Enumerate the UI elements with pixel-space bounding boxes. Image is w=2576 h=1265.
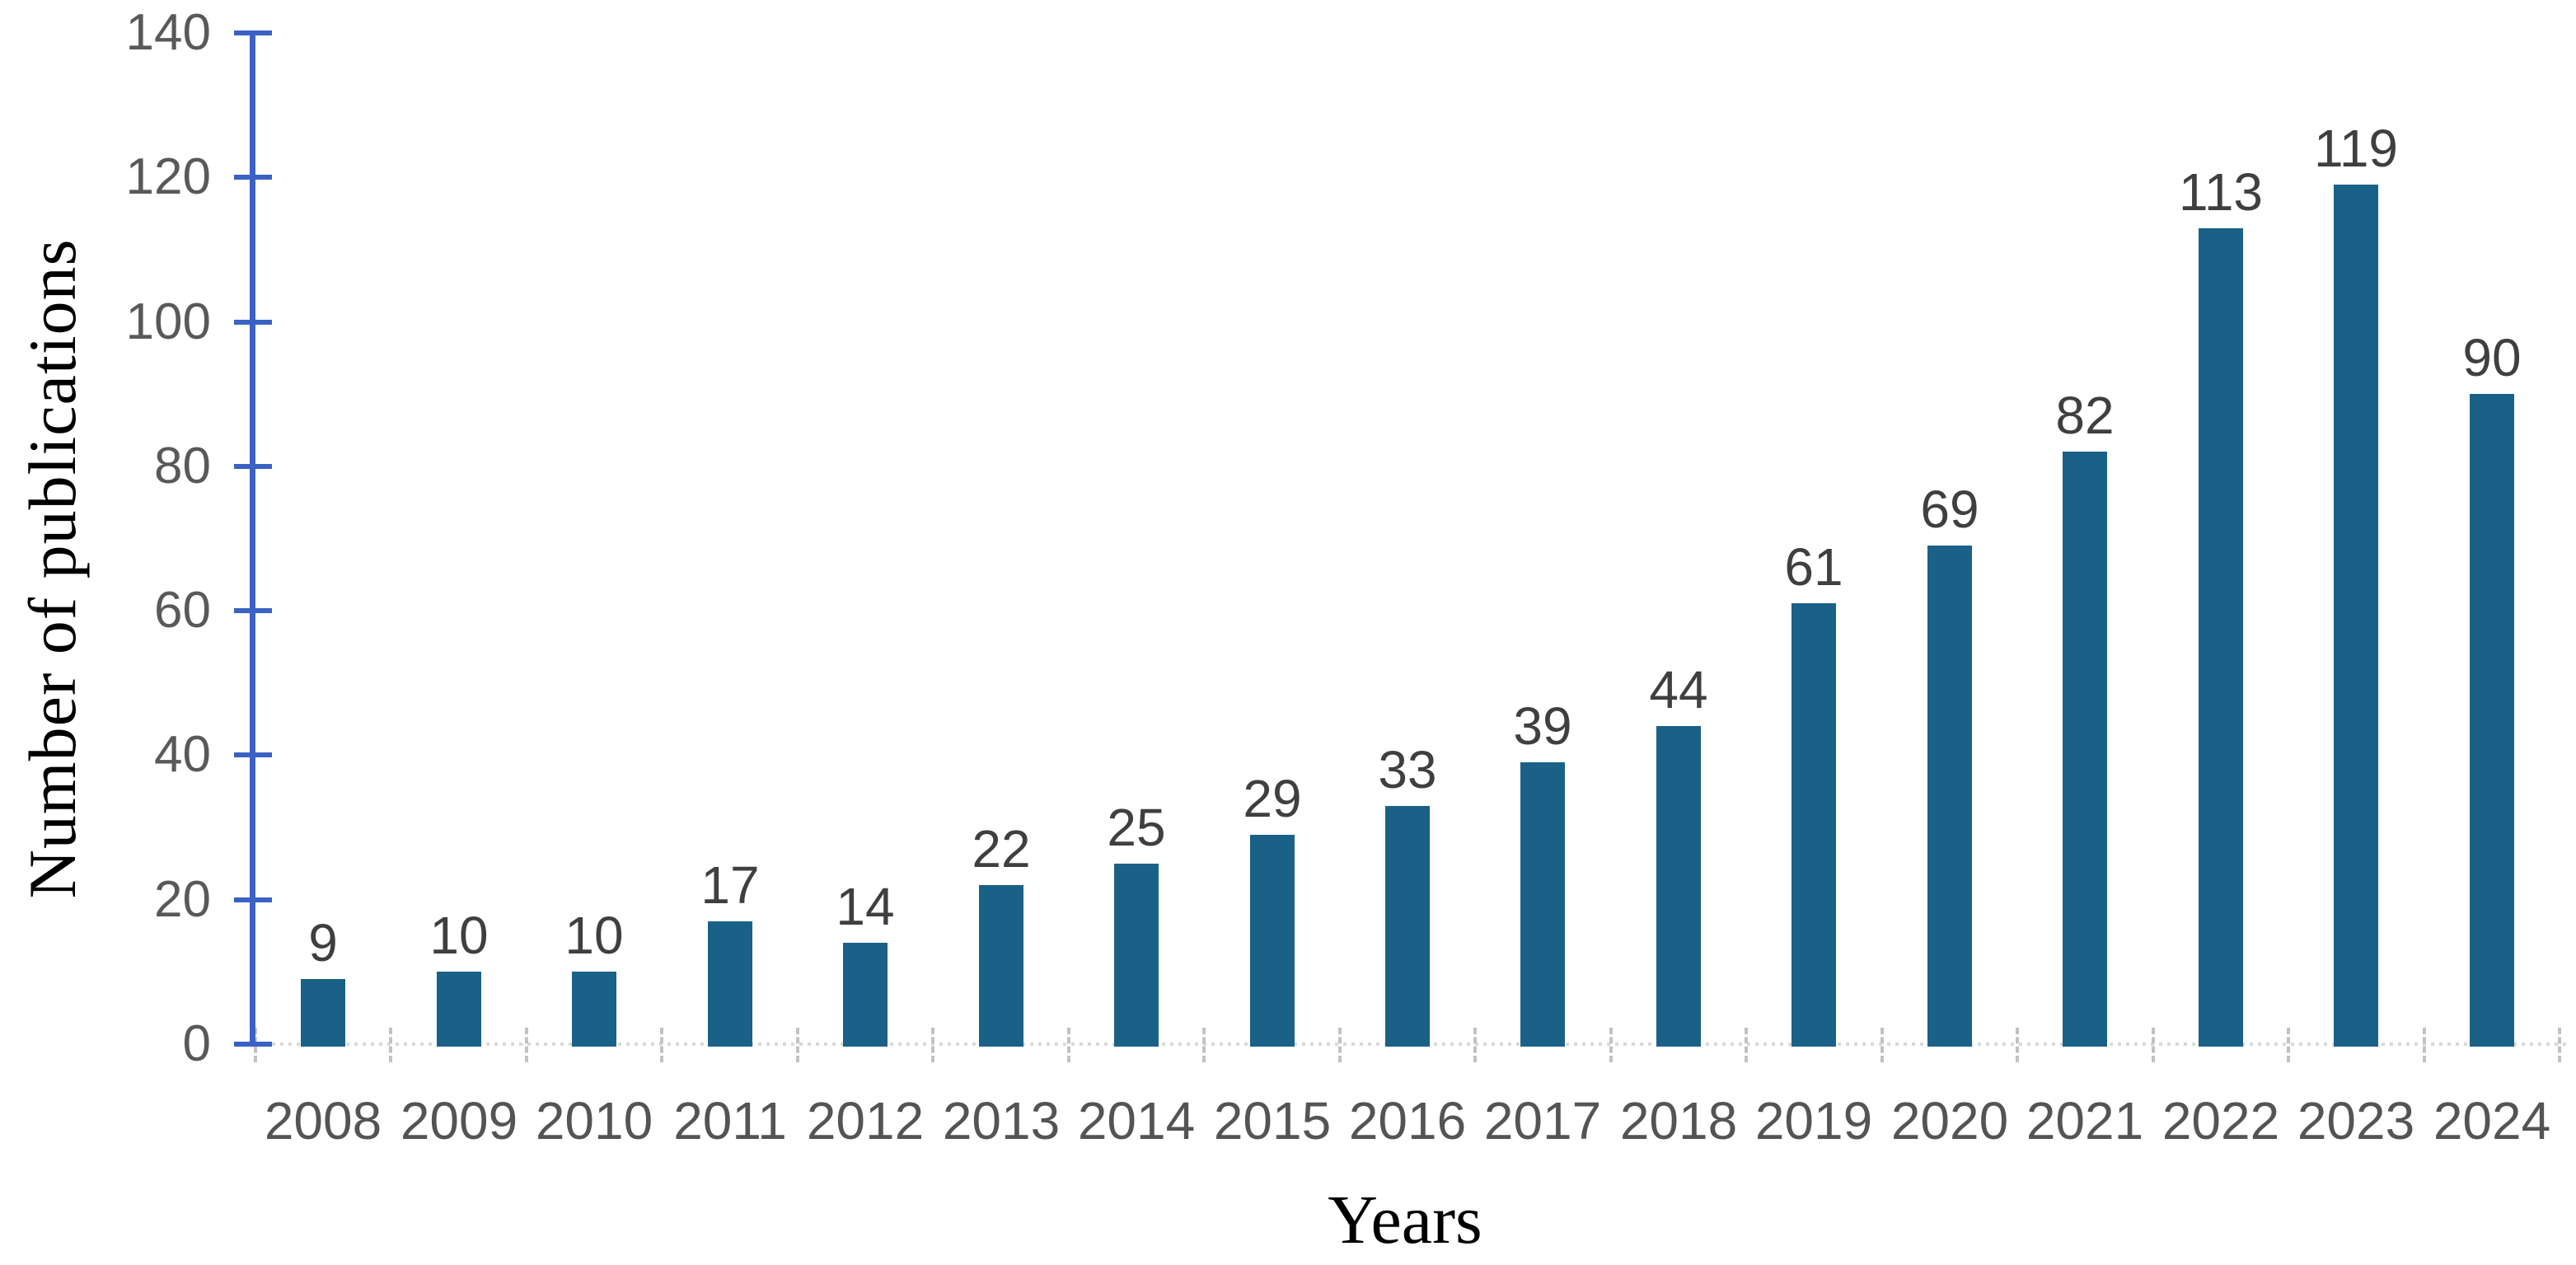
y-axis-tick	[234, 175, 272, 180]
bar-value-label: 29	[1243, 769, 1302, 828]
y-axis-tick	[234, 608, 272, 613]
x-axis-category-label: 2010	[535, 1091, 653, 1150]
y-axis-tick-label: 60	[154, 582, 211, 639]
bar-value-label: 17	[700, 855, 760, 915]
y-axis-tick	[234, 30, 272, 35]
bar-2024	[2470, 394, 2514, 1047]
bar-value-label: 82	[2055, 386, 2115, 445]
x-axis-tick	[1202, 1028, 1206, 1062]
bar-value-label: 25	[1107, 798, 1166, 857]
x-axis-tick	[2287, 1028, 2290, 1062]
bar-2017	[1520, 762, 1565, 1047]
bar-2013	[979, 885, 1023, 1047]
bar-value-label: 44	[1649, 660, 1708, 719]
bar-2010	[572, 972, 616, 1047]
x-axis-tick	[2558, 1028, 2561, 1062]
bar-2020	[1927, 546, 1972, 1047]
x-axis-category-label: 2023	[2297, 1091, 2415, 1150]
x-axis-category-label: 2011	[673, 1091, 787, 1150]
bar-2018	[1656, 726, 1701, 1047]
bar-value-label: 69	[1920, 480, 1979, 539]
bar-value-label: 14	[836, 877, 895, 936]
bar-value-label: 39	[1513, 696, 1572, 756]
x-axis-tick	[796, 1028, 799, 1062]
y-axis-line	[250, 33, 255, 1044]
x-axis-tick	[525, 1028, 528, 1062]
bar-2023	[2334, 185, 2378, 1047]
x-axis-category-label: 2014	[1077, 1091, 1196, 1150]
x-axis-tick	[1880, 1028, 1884, 1062]
x-axis-tick	[1745, 1028, 1748, 1062]
x-axis-category-label: 2022	[2161, 1091, 2280, 1150]
bar-value-label: 119	[2313, 119, 2399, 178]
bar-value-label: 113	[2178, 162, 2264, 222]
y-axis-tick-label: 0	[182, 1015, 211, 1072]
bar-2015	[1250, 835, 1295, 1047]
bar-2019	[1791, 603, 1836, 1047]
x-axis-tick	[931, 1028, 934, 1062]
y-axis-tick	[234, 464, 272, 469]
x-axis-tick	[1609, 1028, 1613, 1062]
y-axis-tick	[234, 1042, 272, 1047]
x-axis-category-label: 2018	[1619, 1091, 1738, 1150]
x-axis-tick	[1338, 1028, 1342, 1062]
y-axis-tick-label: 20	[154, 871, 211, 928]
x-axis-category-label: 2024	[2433, 1091, 2551, 1150]
x-axis-category-label: 2008	[264, 1091, 382, 1150]
bar-2009	[437, 972, 481, 1047]
x-axis-title: Years	[1328, 1182, 1482, 1258]
x-axis-category-label: 2015	[1213, 1091, 1332, 1150]
x-axis-tick	[660, 1028, 663, 1062]
bar-value-label: 22	[972, 819, 1031, 878]
x-axis-tick	[2152, 1028, 2155, 1062]
x-axis-category-label: 2017	[1483, 1091, 1602, 1150]
y-axis-tick-label: 120	[125, 148, 211, 205]
bar-2011	[708, 921, 752, 1047]
x-axis-category-label: 2020	[1890, 1091, 2009, 1150]
y-axis-tick-label: 100	[125, 293, 211, 350]
bar-2008	[301, 979, 345, 1047]
y-axis-tick	[234, 752, 272, 757]
bar-value-label: 61	[1784, 537, 1843, 597]
bar-2022	[2199, 228, 2243, 1047]
x-axis-tick	[389, 1028, 392, 1062]
x-axis-category-label: 2009	[400, 1091, 518, 1150]
x-axis-category-label: 2021	[2026, 1091, 2144, 1150]
x-axis-category-label: 2019	[1754, 1091, 1873, 1150]
x-axis-tick	[1067, 1028, 1070, 1062]
x-axis-tick	[2016, 1028, 2019, 1062]
bar-value-label: 10	[429, 906, 489, 965]
bar-2016	[1385, 806, 1430, 1047]
bar-value-label: 9	[308, 913, 338, 972]
y-axis-tick	[234, 320, 272, 325]
y-axis-tick-label: 80	[154, 438, 211, 494]
y-axis-tick-label: 40	[154, 726, 211, 783]
x-axis-tick	[1473, 1028, 1477, 1062]
y-axis-tick	[234, 897, 272, 902]
bar-value-label: 10	[564, 906, 624, 965]
x-axis-category-label: 2012	[806, 1091, 925, 1150]
x-axis-category-label: 2016	[1348, 1091, 1467, 1150]
bar-2021	[2063, 452, 2107, 1047]
y-axis-tick-label: 140	[125, 4, 211, 61]
bar-value-label: 33	[1378, 740, 1437, 799]
x-axis-category-label: 2013	[942, 1091, 1061, 1150]
bar-2012	[843, 943, 888, 1047]
bar-2014	[1114, 864, 1159, 1047]
x-axis-tick	[2423, 1028, 2426, 1062]
bar-value-label: 90	[2462, 328, 2522, 387]
